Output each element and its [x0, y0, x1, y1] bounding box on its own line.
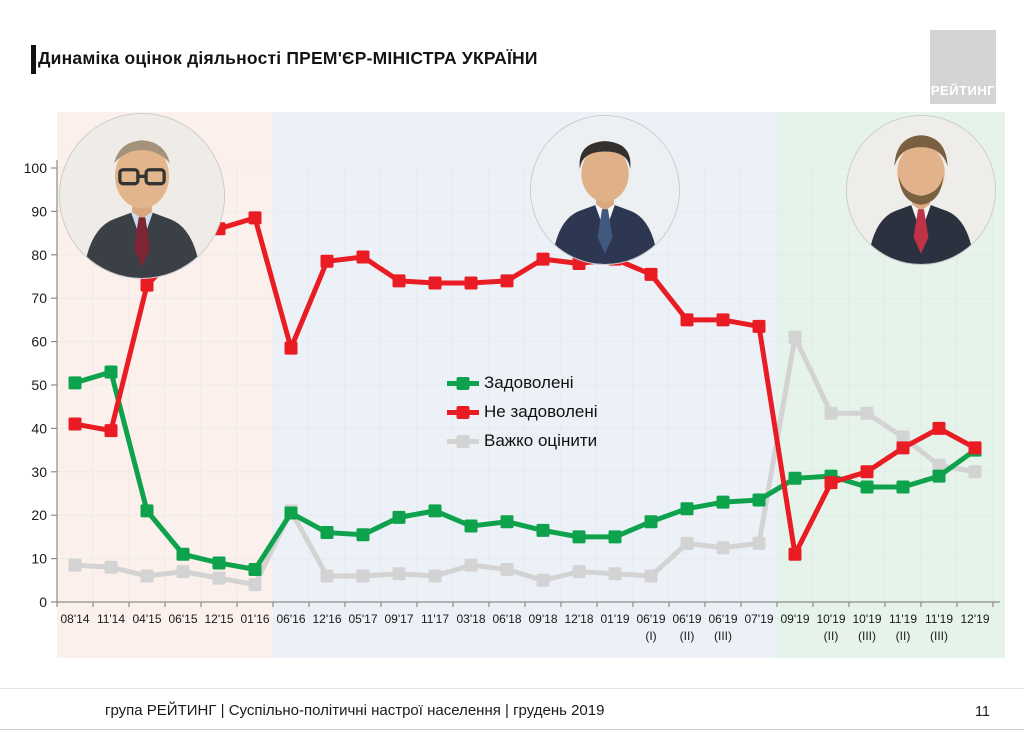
- svg-text:12'16: 12'16: [313, 612, 342, 626]
- person-portrait-icon: [847, 116, 995, 264]
- legend-label: Задоволені: [484, 373, 574, 392]
- svg-text:40: 40: [31, 420, 47, 436]
- title-accent-bar: [31, 45, 36, 74]
- page-number: 11: [974, 704, 990, 720]
- svg-text:11'19: 11'19: [925, 612, 953, 626]
- svg-text:0: 0: [39, 594, 47, 610]
- svg-text:09'17: 09'17: [385, 612, 414, 626]
- legend-marker-dissatisfied-icon: [447, 405, 479, 419]
- svg-text:80: 80: [31, 247, 47, 263]
- x-axis-labels: 08'14 11'14 04'15 06'15 12'15 01'16 06'16 12'16…: [61, 612, 990, 643]
- svg-text:01'16: 01'16: [241, 612, 270, 626]
- svg-text:03'18: 03'18: [457, 612, 486, 626]
- pm-photo-groysman: [530, 115, 680, 265]
- legend-label: Важко оцінити: [484, 431, 598, 450]
- svg-text:06'15: 06'15: [169, 612, 198, 626]
- svg-text:(II): (II): [680, 629, 695, 643]
- legend-item-satisfied: Задоволені: [446, 372, 598, 394]
- pm-photo-yatsenyuk: [59, 113, 225, 279]
- svg-text:11'17: 11'17: [421, 612, 449, 626]
- legend-label: Не задоволені: [484, 402, 598, 421]
- legend-item-hard-to-say: Важко оцінити: [446, 430, 598, 452]
- series-1: [68, 211, 982, 561]
- svg-text:12'18: 12'18: [565, 612, 594, 626]
- svg-text:12'19: 12'19: [961, 612, 990, 626]
- rating-group-logo: РЕЙТИНГ: [930, 30, 996, 104]
- svg-text:06'16: 06'16: [277, 612, 306, 626]
- series-0: [68, 365, 982, 576]
- svg-text:11'14: 11'14: [97, 612, 125, 626]
- svg-text:10'19: 10'19: [817, 612, 846, 626]
- y-axis-labels: 0 10 20 30 40 50 60 70 80 90 100: [24, 160, 48, 610]
- svg-text:10'19: 10'19: [853, 612, 882, 626]
- svg-text:08'14: 08'14: [61, 612, 90, 626]
- svg-text:06'18: 06'18: [493, 612, 522, 626]
- svg-text:20: 20: [31, 507, 47, 523]
- rating-logo-text: РЕЙТИНГ: [930, 83, 996, 98]
- svg-text:01'19: 01'19: [601, 612, 630, 626]
- svg-text:06'19: 06'19: [637, 612, 666, 626]
- slide-bottom-edge: [0, 729, 1024, 730]
- svg-text:07'19: 07'19: [745, 612, 774, 626]
- svg-text:05'17: 05'17: [349, 612, 378, 626]
- svg-text:(II): (II): [824, 629, 839, 643]
- svg-text:09'19: 09'19: [781, 612, 810, 626]
- svg-text:(I): (I): [645, 629, 656, 643]
- svg-text:11'19: 11'19: [889, 612, 917, 626]
- svg-text:10: 10: [31, 551, 47, 567]
- svg-text:30: 30: [31, 464, 47, 480]
- page-title: Динаміка оцінок діяльності ПРЕМ'ЄР-МІНІС…: [38, 48, 538, 68]
- person-portrait-icon: [60, 114, 224, 278]
- svg-text:90: 90: [31, 203, 47, 219]
- footer-divider: [0, 688, 1024, 689]
- svg-text:12'15: 12'15: [205, 612, 234, 626]
- pm-photo-honcharuk: [846, 115, 996, 265]
- svg-text:(III): (III): [858, 629, 876, 643]
- footer-text: група РЕЙТИНГ | Суспільно-політичні наст…: [105, 702, 605, 719]
- svg-text:100: 100: [24, 160, 48, 176]
- svg-text:70: 70: [31, 290, 47, 306]
- chart-legend: Задоволені Не задоволені Важко оцінити: [446, 372, 598, 452]
- svg-text:(II): (II): [896, 629, 911, 643]
- svg-text:50: 50: [31, 377, 47, 393]
- series-2: [68, 330, 982, 592]
- axes: [51, 160, 1000, 607]
- person-portrait-icon: [531, 116, 679, 264]
- svg-text:60: 60: [31, 334, 47, 350]
- legend-marker-hard-to-say-icon: [447, 434, 479, 448]
- legend-item-dissatisfied: Не задоволені: [446, 401, 598, 423]
- svg-text:04'15: 04'15: [133, 612, 162, 626]
- svg-text:06'19: 06'19: [673, 612, 702, 626]
- svg-text:09'18: 09'18: [529, 612, 558, 626]
- legend-marker-satisfied-icon: [447, 376, 479, 390]
- svg-text:06'19: 06'19: [709, 612, 738, 626]
- svg-text:(III): (III): [714, 629, 732, 643]
- svg-text:(III): (III): [930, 629, 948, 643]
